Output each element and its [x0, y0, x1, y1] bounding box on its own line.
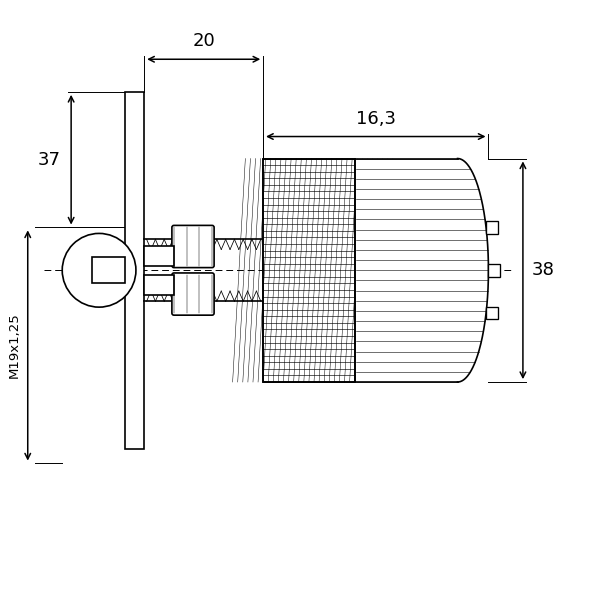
Bar: [144, 275, 174, 295]
Text: 16,3: 16,3: [356, 110, 396, 128]
Bar: [144, 246, 174, 266]
FancyBboxPatch shape: [172, 273, 214, 315]
Text: M19x1,25: M19x1,25: [8, 313, 20, 379]
Bar: [263, 158, 355, 382]
Text: 38: 38: [532, 261, 555, 279]
Text: 20: 20: [193, 32, 215, 50]
FancyBboxPatch shape: [172, 226, 214, 268]
Bar: [486, 307, 498, 319]
Bar: [488, 264, 500, 277]
Bar: [263, 158, 355, 382]
Bar: [125, 92, 144, 449]
Text: 37: 37: [37, 151, 61, 169]
Bar: [486, 221, 498, 234]
Bar: [92, 257, 125, 283]
Circle shape: [62, 233, 136, 307]
